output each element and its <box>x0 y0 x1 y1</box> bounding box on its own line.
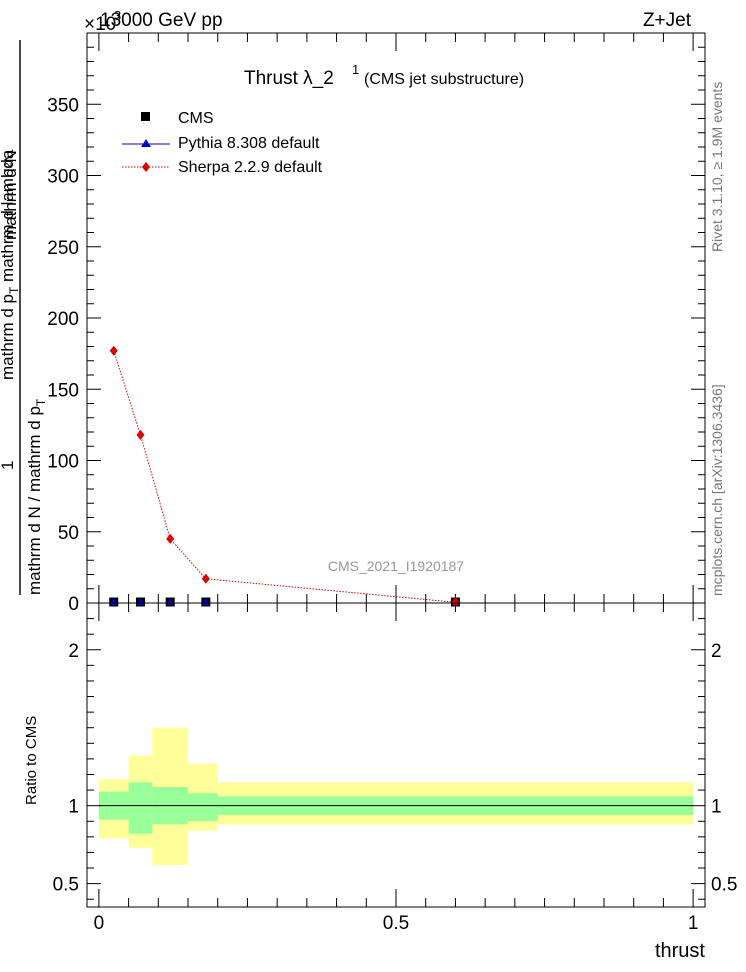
y-label-lead: 1 <box>0 461 17 470</box>
ratio-x-tick-label: 0 <box>94 913 105 934</box>
main-y-tick-label: 100 <box>47 452 79 473</box>
exponent-value: 3 <box>114 8 121 23</box>
ratio-bands <box>98 727 694 865</box>
header-energy: 13000 GeV pp <box>100 10 223 31</box>
ratio-y-tick-label: 2 <box>68 641 79 662</box>
main-y-label: mathrm d N / mathrm d pT 1 mathrm d pT m… <box>0 40 48 595</box>
ratio-y-tick-label: 1 <box>68 797 79 818</box>
chart-subtitle: (CMS jet substructure) <box>364 71 524 88</box>
legend-pythia-label: Pythia 8.308 default <box>178 135 320 152</box>
main-y-tick-label: 50 <box>58 523 79 544</box>
ratio-x-tick-label: 0.5 <box>383 913 409 934</box>
legend-sherpa-label: Sherpa 2.2.9 default <box>178 159 323 176</box>
ratio-x-tick-label: 1 <box>688 913 699 934</box>
ratio-y-tick-label: 0.5 <box>53 875 79 896</box>
ratio-y-tick-label-right: 2 <box>711 641 722 662</box>
legend-pythia-marker <box>141 139 151 147</box>
ratio-stat-band <box>188 793 218 822</box>
y-label-numerator: mathrm d²N <box>1 150 20 240</box>
main-y-tick-label: 350 <box>47 95 79 116</box>
chart-title-superscript: 1 <box>352 62 359 77</box>
main-x-ticks <box>98 33 694 603</box>
ratio-x-ticks: 0 0.5 1 <box>94 603 699 934</box>
legend: CMS Pythia 8.308 default Sherpa 2.2.9 de… <box>122 110 323 176</box>
chart-title: Thrust λ_2 <box>244 68 334 89</box>
sherpa-point <box>136 429 145 440</box>
sherpa-point <box>109 345 118 356</box>
main-y-tick-label: 150 <box>47 380 79 401</box>
legend-sherpa-marker <box>142 162 150 172</box>
header-process: Z+Jet <box>643 10 692 31</box>
ratio-y-label: Ratio to CMS <box>23 716 40 805</box>
sherpa-point <box>201 573 210 584</box>
ratio-y-ticks: 0.5 0.5 1 1 2 2 <box>53 618 737 900</box>
x-axis-label: thrust <box>655 940 705 962</box>
main-y-tick-label: 0 <box>68 594 79 615</box>
legend-cms-label: CMS <box>178 110 214 127</box>
ratio-panel: 0.5 0.51 12 2 0 0.5 1 Ratio to CMS thrust <box>23 602 737 962</box>
analysis-label: CMS_2021_I1920187 <box>328 558 464 574</box>
sherpa-point <box>166 533 175 544</box>
legend-cms-marker <box>141 112 150 121</box>
sherpa-point <box>451 597 460 608</box>
y-label-denominator: mathrm d pT mathrm d lambda <box>0 149 21 380</box>
y-label-lower: mathrm d N / mathrm d pT <box>25 398 48 595</box>
exponent-prefix: ×10 <box>84 14 116 35</box>
main-y-ticks: 0 50 100 150 200 250 300 350 <box>47 46 705 615</box>
ratio-stat-band <box>128 782 153 834</box>
ratio-y-tick-label-right: 0.5 <box>711 875 737 896</box>
main-y-tick-label: 300 <box>47 167 79 188</box>
ratio-y-tick-label-right: 1 <box>711 797 722 818</box>
mcplots-label: mcplots.cern.ch [arXiv:1306.3436] <box>709 384 725 596</box>
main-y-tick-label: 250 <box>47 238 79 259</box>
rivet-label: Rivet 3.1.10, ≥ 1.9M events <box>709 82 725 252</box>
main-panel: 0 50 100 150 200 250 300 350 Thrust λ_2 1 (CMS … <box>0 32 706 615</box>
main-y-tick-label: 200 <box>47 309 79 330</box>
